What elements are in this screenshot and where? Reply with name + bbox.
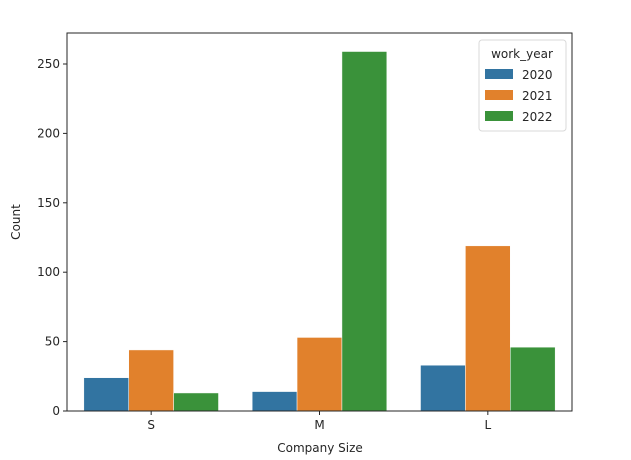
legend-label-2021: 2021: [522, 89, 553, 103]
y-tick-label: 250: [37, 57, 60, 71]
y-tick-label: 100: [37, 265, 60, 279]
y-axis-label: Count: [9, 204, 23, 240]
legend-box: [478, 39, 567, 132]
bar-M-2021: [296, 337, 343, 412]
x-tick-label: S: [147, 418, 155, 432]
legend-label-2022: 2022: [522, 110, 553, 124]
x-axis-label: Company Size: [277, 441, 363, 455]
legend: work_year 2020 2021 2022: [478, 39, 567, 132]
legend-swatch-2020: [485, 69, 513, 79]
y-tick-label: 150: [37, 196, 60, 210]
legend-title: work_year: [491, 47, 553, 61]
bar-M-2020: [251, 391, 298, 412]
bar-S-2020: [83, 377, 129, 412]
bar-L-2021: [465, 245, 511, 412]
bars-layer: [83, 51, 556, 412]
legend-swatch-2021: [485, 90, 513, 100]
y-axis-ticks: 0 50 100 150 200 250: [37, 57, 67, 418]
bar-M-2022: [341, 51, 388, 412]
bar-L-2020: [420, 364, 466, 412]
y-tick-label: 50: [45, 335, 60, 349]
bar-S-2021: [128, 349, 174, 412]
y-tick-label: 0: [52, 404, 60, 418]
bar-L-2022: [510, 346, 556, 412]
x-tick-label: M: [314, 418, 324, 432]
x-tick-label: L: [484, 418, 491, 432]
legend-items: 2020 2021 2022: [485, 68, 553, 124]
bar-S-2022: [173, 392, 219, 412]
legend-swatch-2022: [485, 111, 513, 121]
legend-label-2020: 2020: [522, 68, 553, 82]
y-tick-label: 200: [37, 126, 60, 140]
